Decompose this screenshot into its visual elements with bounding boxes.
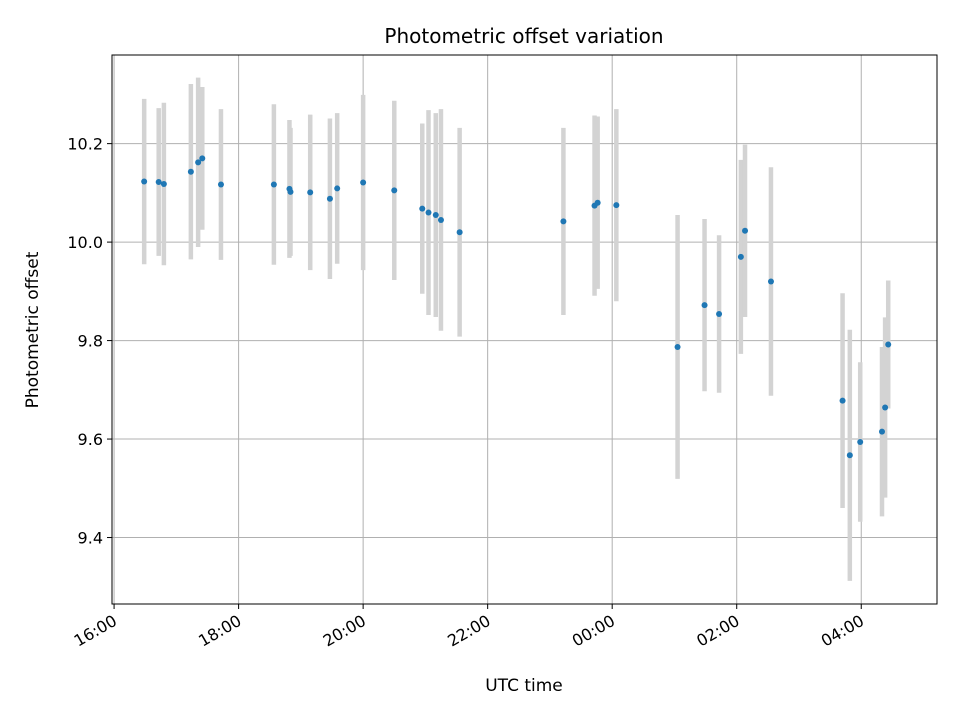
data-point	[885, 341, 892, 348]
data-point	[187, 168, 194, 175]
data-point	[270, 181, 277, 188]
data-point	[613, 202, 620, 209]
y-axis-title: Photometric offset	[23, 251, 43, 408]
data-point	[155, 179, 162, 186]
data-point	[195, 159, 202, 166]
y-tick-label: 10.2	[67, 135, 103, 154]
data-point	[560, 218, 567, 225]
data-point	[716, 310, 723, 317]
data-point	[160, 181, 167, 188]
axis-ticks	[107, 143, 862, 609]
plot-frame	[111, 54, 938, 605]
data-point	[217, 181, 224, 188]
data-point	[419, 205, 426, 212]
y-tick-label: 9.8	[78, 332, 103, 351]
data-point	[839, 397, 846, 404]
data-point	[674, 343, 681, 350]
data-point	[307, 189, 314, 196]
data-point	[199, 155, 206, 162]
data-point	[456, 229, 463, 236]
data-point	[391, 187, 398, 194]
data-point	[437, 216, 444, 223]
data-point	[141, 178, 148, 185]
data-point	[882, 404, 889, 411]
data-point	[737, 253, 744, 260]
data-point	[326, 195, 333, 202]
data-point	[360, 179, 367, 186]
data-points	[141, 155, 892, 459]
data-point	[857, 439, 864, 446]
y-tick-label: 9.4	[78, 529, 103, 548]
data-point	[767, 278, 774, 285]
chart-title: Photometric offset variation	[384, 24, 663, 48]
data-point	[432, 212, 439, 219]
data-point	[594, 199, 601, 206]
data-point	[701, 302, 708, 309]
x-axis-title: UTC time	[485, 676, 563, 696]
data-point	[425, 209, 432, 216]
data-point	[287, 188, 294, 195]
data-point	[334, 185, 341, 192]
data-point	[879, 428, 885, 435]
data-point	[742, 227, 749, 234]
y-tick-label: 10.0	[67, 233, 103, 252]
data-point	[846, 452, 853, 459]
y-tick-label: 9.6	[78, 430, 103, 449]
